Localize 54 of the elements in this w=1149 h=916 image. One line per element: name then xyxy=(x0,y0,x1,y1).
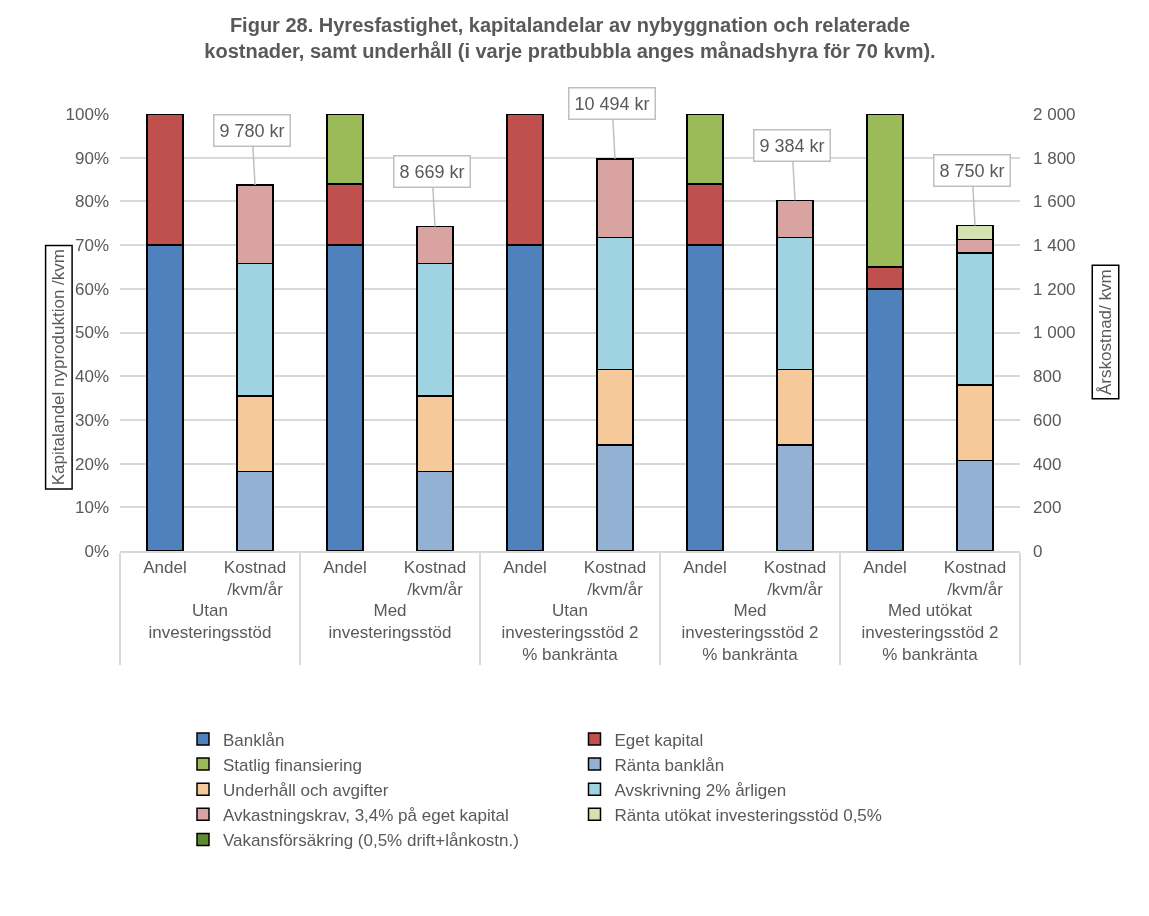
x-tick-label: Kostnad /kvm/år xyxy=(583,558,647,600)
y-tick-label: 1 800 xyxy=(1033,148,1076,168)
y-tick-label: 2 000 xyxy=(1033,104,1076,124)
text: Utan investeringsstöd xyxy=(148,601,272,643)
y-tick-label: 400 xyxy=(1033,454,1062,474)
text: Med investeringsstöd xyxy=(328,601,452,643)
legend-label: Underhåll och avgifter xyxy=(223,780,389,800)
y-tick-label: 200 xyxy=(1033,498,1062,518)
y2-tick-label: 70% xyxy=(74,236,109,256)
x-tick-label: Andel xyxy=(143,558,187,578)
x-tick-label: Kostnad /kvm/år xyxy=(223,558,287,600)
annotation: 8 750 kr xyxy=(939,160,1005,181)
annotation: 9 384 kr xyxy=(759,135,825,156)
text: Utan investeringsstöd 2 % bankränta xyxy=(501,601,639,665)
legend-label: Statlig finansiering xyxy=(223,755,362,775)
y-tick-label: 1 200 xyxy=(1033,279,1076,299)
y2-tick-label: 0% xyxy=(84,541,109,561)
text: Med utökat investeringsstöd 2 % bankränta xyxy=(861,601,999,665)
y-tick-label: 600 xyxy=(1033,410,1062,430)
y2-axis-title: Kapitalandel nyproduktion /kvm xyxy=(49,249,69,486)
annotation: 9 780 kr xyxy=(219,120,285,141)
x-tick-label: Andel xyxy=(323,558,367,578)
y2-tick-label: 60% xyxy=(74,279,109,299)
legend-label: Avkastningskrav, 3,4% på eget kapital xyxy=(223,805,509,825)
y2-tick-label: 30% xyxy=(74,410,109,430)
y-tick-label: 1 400 xyxy=(1033,236,1076,256)
x-tick-label: Kostnad /kvm/år xyxy=(403,558,467,600)
y-tick-label: 800 xyxy=(1033,367,1062,387)
legend-label: Eget kapital xyxy=(614,730,704,750)
y2-tick-label: 40% xyxy=(74,367,109,387)
legend-label: Banklån xyxy=(223,730,285,750)
y2-tick-label: 50% xyxy=(74,323,109,343)
legend-label: Ränta banklån xyxy=(614,755,725,775)
legend-label: Vakansförsäkring (0,5% drift+lånkostn.) xyxy=(223,831,519,851)
y2-tick-label: 10% xyxy=(74,498,109,518)
text: Med investeringsstöd 2 % bankränta xyxy=(681,601,819,665)
y2-tick-label: 100% xyxy=(65,104,109,124)
chart-title: Figur 28. Hyresfastighet, kapitalandelar av nybyggnation och relaterade kostnader, samt underhåll (i varje pratbubbla anges månadshyra för 70 kvm). xyxy=(204,14,936,63)
y-axis-title: Årskostnad/ kvm xyxy=(1096,269,1115,395)
y2-tick-label: 90% xyxy=(74,148,109,168)
annotation: 8 669 kr xyxy=(399,161,465,182)
x-tick-label: Andel xyxy=(683,558,727,578)
y-tick-label: 1 600 xyxy=(1033,192,1076,212)
y-tick-label: 0 xyxy=(1033,541,1043,561)
y2-tick-label: 80% xyxy=(74,192,109,212)
y2-tick-label: 20% xyxy=(74,454,109,474)
x-tick-label: Kostnad /kvm/år xyxy=(943,558,1007,600)
legend-label: Ränta utökat investeringsstöd 0,5% xyxy=(614,805,882,825)
legend-label: Avskrivning 2% årligen xyxy=(614,780,787,800)
x-tick-label: Andel xyxy=(863,558,907,578)
x-tick-label: Kostnad /kvm/år xyxy=(763,558,827,600)
x-tick-label: Andel xyxy=(503,558,547,578)
annotation: 10 494 kr xyxy=(574,93,650,114)
y-tick-label: 1 000 xyxy=(1033,323,1076,343)
